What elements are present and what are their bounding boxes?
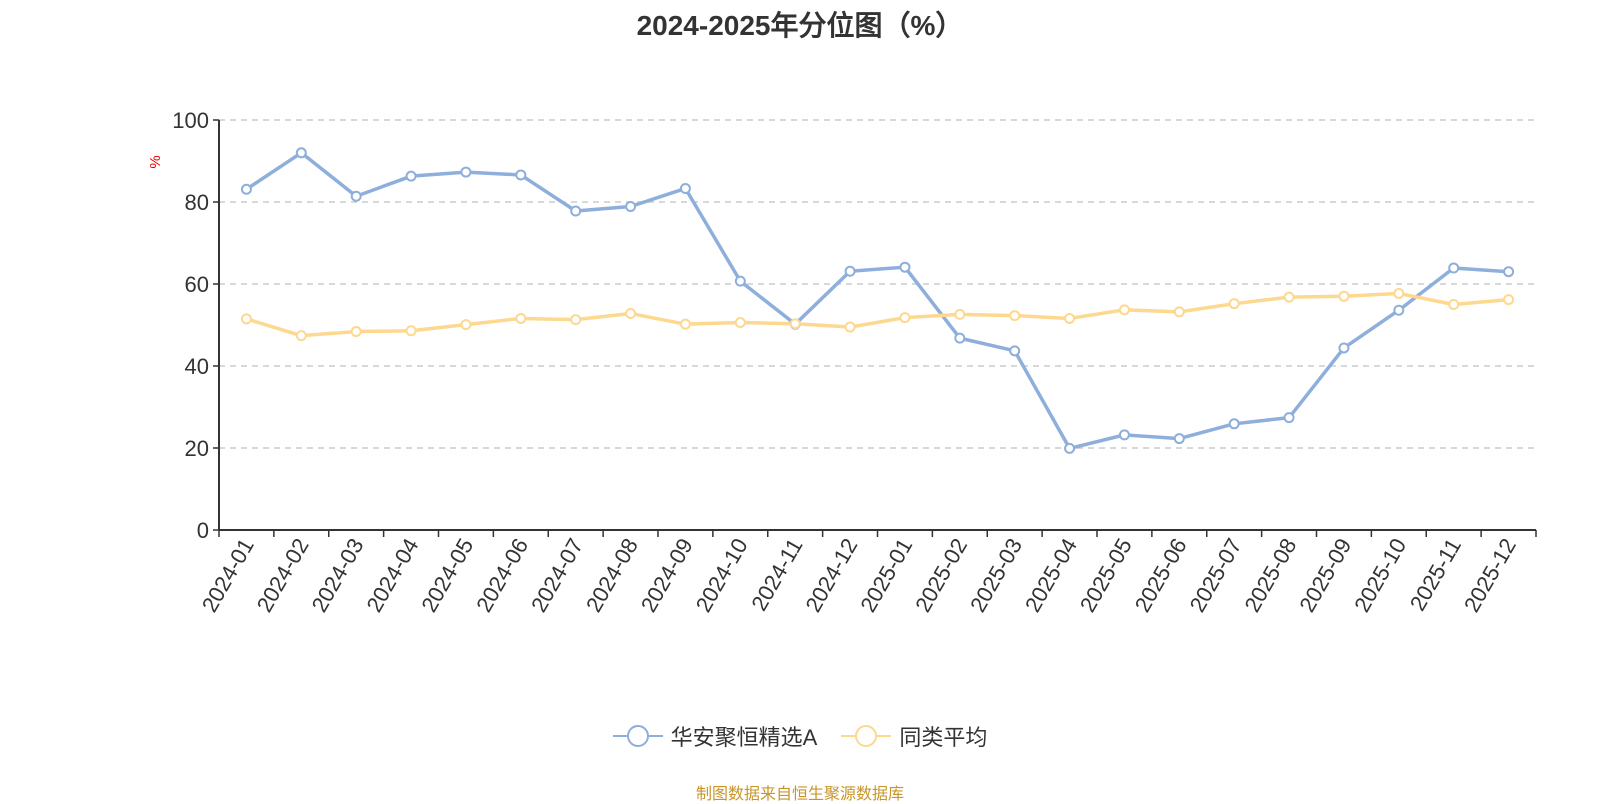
series-0 (240, 147, 1515, 454)
data-point (1118, 304, 1130, 316)
chart-title: 2024-2025年分位图（%） (636, 10, 964, 41)
x-tick-label: 2024-07 (526, 534, 588, 616)
y-tick-label: 80 (185, 190, 209, 215)
x-tick-label: 2025-03 (965, 534, 1027, 616)
data-point (625, 308, 637, 320)
data-point (1228, 298, 1240, 310)
y-axis-label: % (147, 155, 164, 168)
data-point (625, 201, 637, 213)
data-point (899, 312, 911, 324)
y-tick-label: 40 (185, 354, 209, 379)
data-point (1118, 429, 1130, 441)
data-point (1338, 342, 1350, 354)
legend-marker-icon (612, 725, 663, 747)
data-point (1283, 412, 1295, 424)
data-point (1448, 262, 1460, 274)
data-point (515, 169, 527, 181)
data-point (240, 183, 252, 195)
x-tick-label: 2024-08 (581, 534, 643, 616)
x-tick-label: 2025-07 (1184, 534, 1246, 616)
data-point (350, 326, 362, 338)
x-tick-label: 2024-02 (252, 534, 314, 616)
data-point (1064, 312, 1076, 324)
data-point (844, 265, 856, 277)
x-tick-label: 2024-11 (746, 534, 807, 615)
x-tick-label: 2024-03 (306, 534, 368, 616)
x-tick-label: 2025-06 (1130, 534, 1192, 616)
legend-item[interactable]: 同类平均 (841, 720, 987, 752)
data-point (1448, 299, 1460, 310)
x-tick-label: 2024-06 (471, 534, 533, 616)
legend-marker-icon (841, 725, 892, 747)
x-tick-label: 2024-04 (361, 534, 423, 616)
data-point (844, 321, 856, 333)
x-tick-label: 2024-01 (197, 534, 259, 616)
y-tick-label: 20 (185, 436, 209, 461)
x-tick-label: 2025-05 (1075, 534, 1137, 616)
data-point (734, 275, 746, 287)
data-point (570, 205, 582, 217)
data-point (789, 318, 801, 330)
x-tick-label: 2025-11 (1405, 534, 1466, 615)
data-point (679, 182, 691, 194)
x-tick-label: 2025-12 (1459, 534, 1521, 616)
data-point (295, 330, 307, 342)
data-point (1173, 433, 1185, 445)
data-point (679, 318, 691, 330)
data-point (1173, 306, 1185, 318)
x-tick-label: 2025-02 (910, 534, 972, 616)
data-point (240, 313, 252, 325)
legend-label: 华安聚恒精选A (670, 725, 818, 750)
series-1 (240, 287, 1515, 342)
x-tick-label: 2025-08 (1239, 534, 1301, 616)
data-point (350, 190, 362, 202)
series-line (245, 291, 1509, 338)
data-point (1503, 266, 1515, 278)
legend: 华安聚恒精选A 同类平均 (0, 720, 1600, 752)
data-point (1393, 304, 1405, 316)
y-tick-label: 0 (197, 518, 209, 543)
data-point (515, 312, 527, 324)
series-line (245, 151, 1509, 451)
data-point (1393, 287, 1405, 299)
data-point (1009, 310, 1021, 322)
legend-label: 同类平均 (899, 725, 988, 750)
legend-item[interactable]: 华安聚恒精选A (612, 720, 818, 752)
data-point (1228, 418, 1240, 430)
data-point (954, 332, 966, 344)
y-tick-label: 60 (185, 272, 209, 297)
data-point (899, 261, 911, 273)
x-tick-label: 2025-09 (1294, 534, 1356, 616)
y-tick-label: 100 (172, 108, 209, 133)
data-point (734, 317, 746, 329)
data-point (405, 325, 417, 337)
x-tick-label: 2025-10 (1349, 534, 1411, 616)
x-tick-label: 2024-05 (416, 534, 478, 616)
data-point (1283, 291, 1295, 303)
data-point (1503, 294, 1515, 306)
x-tick-label: 2024-12 (800, 534, 862, 616)
source-note: 制图数据来自恒生聚源数据库 (695, 786, 904, 803)
x-tick-label: 2024-09 (636, 534, 698, 616)
data-point (460, 319, 472, 331)
x-tick-label: 2024-10 (691, 534, 753, 616)
data-point (405, 170, 417, 182)
data-point (1338, 290, 1350, 302)
data-point (570, 314, 582, 326)
data-point (295, 147, 307, 159)
data-point (1064, 442, 1076, 454)
data-point (460, 166, 472, 178)
data-point (954, 308, 966, 320)
x-tick-label: 2025-01 (855, 534, 917, 616)
data-point (1009, 345, 1021, 357)
x-tick-label: 2025-04 (1020, 534, 1082, 616)
